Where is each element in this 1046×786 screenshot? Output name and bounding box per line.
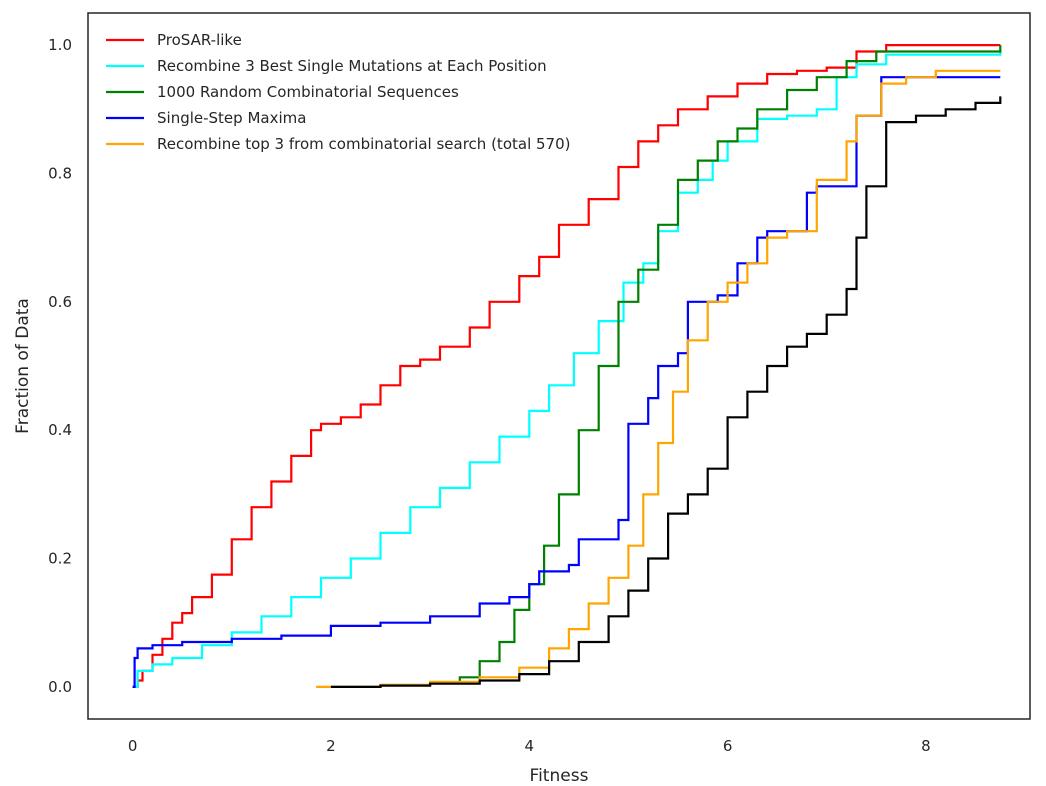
plot-frame (87, 12, 1031, 720)
series-lines (132, 44, 1002, 688)
y-tick-label: 0.8 (48, 165, 72, 183)
legend-label-2: 1000 Random Combinatorial Sequences (157, 83, 459, 101)
y-tick-label: 0.2 (48, 550, 72, 568)
x-tick-label: 0 (128, 737, 138, 755)
y-tick-label: 0.4 (48, 421, 72, 439)
y-tick-label: 0.6 (48, 293, 72, 311)
series-line-0 (132, 44, 1001, 688)
x-tick-label: 8 (921, 737, 931, 755)
legend-label-0: ProSAR-like (157, 31, 242, 49)
axis-ticks: 0 2 4 6 8 0.0 0.2 0.4 0.6 0.8 1.0 (48, 36, 931, 755)
y-axis-label: Fraction of Data (13, 298, 33, 434)
legend-label-4: Recombine top 3 from combinatorial searc… (157, 135, 570, 153)
series-line-5 (330, 96, 1002, 688)
legend-label-1: Recombine 3 Best Single Mutations at Eac… (157, 57, 547, 75)
y-tick-label: 0.0 (48, 678, 72, 696)
legend-label-3: Single-Step Maxima (157, 109, 306, 127)
x-tick-label: 2 (326, 737, 336, 755)
series-line-1 (132, 51, 1002, 688)
x-tick-label: 4 (525, 737, 535, 755)
legend: ProSAR-like Recombine 3 Best Single Mutat… (106, 31, 570, 153)
x-tick-label: 6 (723, 737, 733, 755)
x-axis-label: Fitness (530, 766, 589, 786)
y-tick-label: 1.0 (48, 36, 72, 54)
series-line-2 (330, 45, 1002, 688)
series-line-4 (316, 69, 1001, 688)
